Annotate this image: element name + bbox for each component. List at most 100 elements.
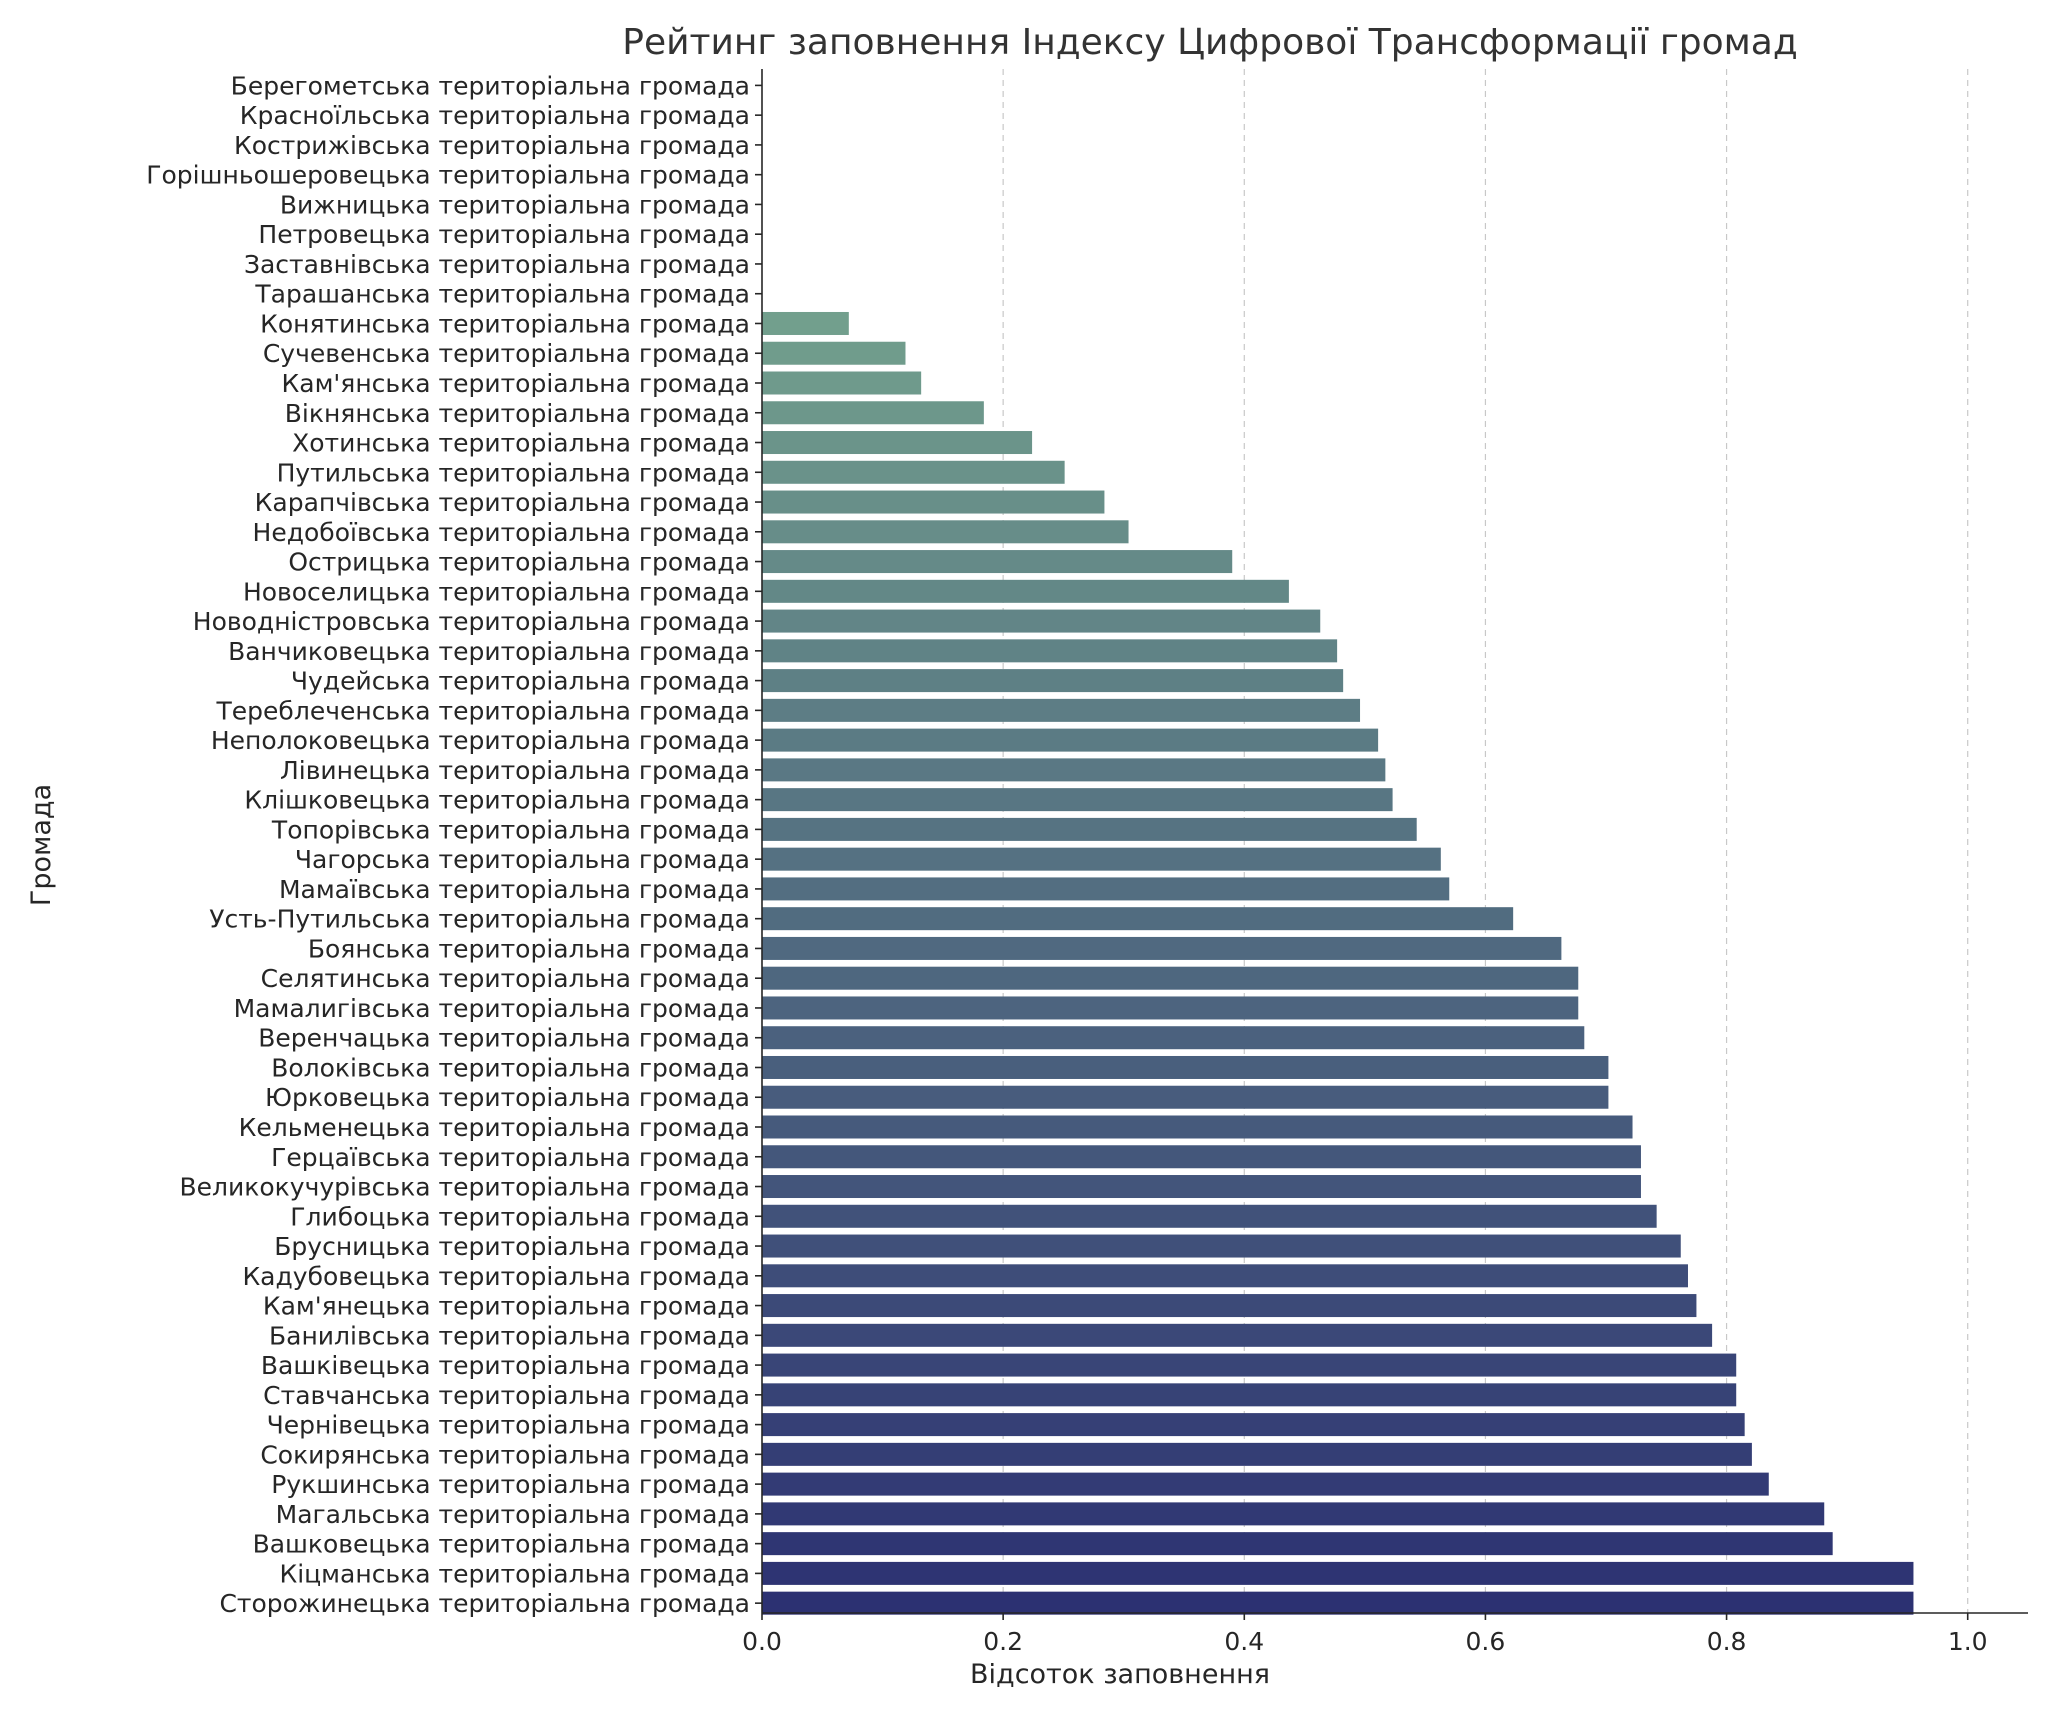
bar bbox=[762, 639, 1338, 663]
category-label: Чернівецька територіальна громада bbox=[267, 1411, 750, 1440]
category-label: Магальська територіальна громада bbox=[276, 1500, 750, 1529]
category-label: Селятинська територіальна громада bbox=[261, 964, 750, 993]
bar bbox=[762, 1085, 1609, 1109]
bar bbox=[762, 550, 1233, 574]
category-label: Топорівська територіальна громада bbox=[271, 815, 750, 844]
category-label: Кіцманська територіальна громада bbox=[279, 1559, 750, 1588]
category-label: Заставнівська територіальна громада bbox=[244, 250, 750, 279]
category-label: Веренчацька територіальна громада bbox=[258, 1024, 750, 1053]
bar bbox=[762, 817, 1417, 841]
category-label: Путильська територіальна громада bbox=[277, 458, 750, 487]
bar bbox=[762, 1413, 1745, 1437]
x-tick-label: 0.6 bbox=[1466, 1627, 1506, 1656]
bar bbox=[762, 907, 1514, 931]
category-label: Карапчівська територіальна громада bbox=[255, 488, 750, 517]
category-label: Конятинська територіальна громада bbox=[260, 309, 750, 338]
bar bbox=[762, 609, 1321, 633]
category-label: Неполоковецька територіальна громада bbox=[211, 726, 750, 755]
category-label: Кострижівська територіальна громада bbox=[234, 131, 750, 160]
category-label: Вашківецька територіальна громада bbox=[261, 1351, 750, 1380]
bar bbox=[762, 698, 1361, 722]
category-label: Кам'янецька територіальна громада bbox=[263, 1292, 750, 1321]
category-label: Вижницька територіальна громада bbox=[280, 190, 750, 219]
category-label: Герцаївська територіальна громада bbox=[271, 1143, 750, 1172]
bar bbox=[762, 1234, 1681, 1258]
category-label: Острицька територіальна громада bbox=[288, 548, 750, 577]
bar bbox=[762, 431, 1033, 455]
bar bbox=[762, 1264, 1688, 1288]
bar bbox=[762, 1055, 1609, 1079]
bar bbox=[762, 460, 1065, 484]
category-label: Лівинецька територіальна громада bbox=[280, 756, 750, 785]
bar bbox=[762, 371, 922, 395]
bar bbox=[762, 966, 1579, 990]
x-tick-labels: 0.0 0.2 0.4 0.6 0.8 1.0 bbox=[742, 1613, 1988, 1656]
y-axis-label: Громада bbox=[26, 784, 57, 906]
category-label: Хотинська територіальна громада bbox=[292, 429, 750, 458]
bars bbox=[762, 311, 1914, 1615]
bar bbox=[762, 758, 1386, 782]
category-label: Боянська територіальна громада bbox=[308, 934, 750, 963]
category-label: Юрковецька територіальна громада bbox=[265, 1083, 750, 1112]
bar bbox=[762, 401, 984, 425]
bar bbox=[762, 669, 1344, 693]
category-label: Ставчанська територіальна громада bbox=[263, 1381, 750, 1410]
bar bbox=[762, 1561, 1914, 1585]
category-label: Тарашанська територіальна громада bbox=[254, 280, 750, 309]
x-tick-label: 0.8 bbox=[1707, 1627, 1747, 1656]
category-label: Кам'янська територіальна громада bbox=[282, 369, 751, 398]
category-label: Вікнянська територіальна громада bbox=[285, 399, 750, 428]
category-label: Мамаївська територіальна громада bbox=[279, 875, 750, 904]
axes bbox=[761, 69, 2028, 1614]
bar bbox=[762, 788, 1393, 812]
category-label: Чудейська територіальна громада bbox=[291, 667, 750, 696]
category-label: Сокирянська територіальна громада bbox=[260, 1440, 750, 1469]
bar bbox=[762, 847, 1441, 871]
chart-title: Рейтинг заповнення Індексу Цифрової Тран… bbox=[622, 22, 1797, 63]
bar bbox=[762, 996, 1579, 1020]
category-label: Рукшинська територіальна громада bbox=[271, 1470, 750, 1499]
category-label: Красноїльська територіальна громада bbox=[240, 101, 750, 130]
category-label: Тереблеченська територіальна громада bbox=[216, 696, 750, 725]
category-label: Клішковецька територіальна громада bbox=[244, 786, 750, 815]
category-label: Чагорська територіальна громада bbox=[295, 845, 750, 874]
bar bbox=[762, 1145, 1641, 1169]
category-label: Великокучурівська територіальна громада bbox=[180, 1173, 750, 1202]
category-label: Усть-Путильська територіальна громада bbox=[209, 905, 750, 934]
x-tick-label: 0.0 bbox=[742, 1627, 782, 1656]
bar bbox=[762, 579, 1289, 603]
bar bbox=[762, 490, 1105, 514]
category-label: Кадубовецька територіальна громада bbox=[242, 1262, 750, 1291]
category-label: Кельменецька територіальна громада bbox=[239, 1113, 750, 1142]
category-label: Петровецька територіальна громада bbox=[258, 220, 750, 249]
category-label: Сторожинецька територіальна громада bbox=[219, 1589, 750, 1618]
bar bbox=[762, 520, 1129, 544]
bar bbox=[762, 1442, 1752, 1466]
category-label: Мамалигівська територіальна громада bbox=[234, 994, 750, 1023]
bar bbox=[762, 1204, 1657, 1228]
bar bbox=[762, 1115, 1633, 1139]
category-label: Горішньошеровецька територіальна громада bbox=[146, 161, 750, 190]
bar bbox=[762, 1294, 1697, 1318]
bar bbox=[762, 728, 1379, 752]
x-tick-label: 1.0 bbox=[1948, 1627, 1988, 1656]
bar bbox=[762, 341, 906, 365]
category-label: Волоківська територіальна громада bbox=[271, 1053, 750, 1082]
category-label: Вашковецька територіальна громада bbox=[253, 1530, 750, 1559]
x-tick-label: 0.4 bbox=[1224, 1627, 1264, 1656]
category-label: Недобоївська територіальна громада bbox=[253, 518, 750, 547]
x-gridlines bbox=[1002, 69, 1969, 1613]
bar bbox=[762, 1383, 1737, 1407]
category-label: Новодністровська територіальна громада bbox=[193, 607, 750, 636]
bar bbox=[762, 1591, 1914, 1615]
x-tick-label: 0.2 bbox=[983, 1627, 1023, 1656]
category-label: Брусницька територіальна громада bbox=[274, 1232, 750, 1261]
category-labels: Берегометська територіальна громадаКрасн… bbox=[146, 71, 762, 1618]
category-label: Новоселицька територіальна громада bbox=[243, 577, 750, 606]
category-label: Берегометська територіальна громада bbox=[231, 71, 750, 100]
category-label: Банилівська територіальна громада bbox=[269, 1321, 750, 1350]
category-label: Глибоцька територіальна громада bbox=[290, 1202, 750, 1231]
bar bbox=[762, 1026, 1585, 1050]
bar bbox=[762, 877, 1450, 901]
